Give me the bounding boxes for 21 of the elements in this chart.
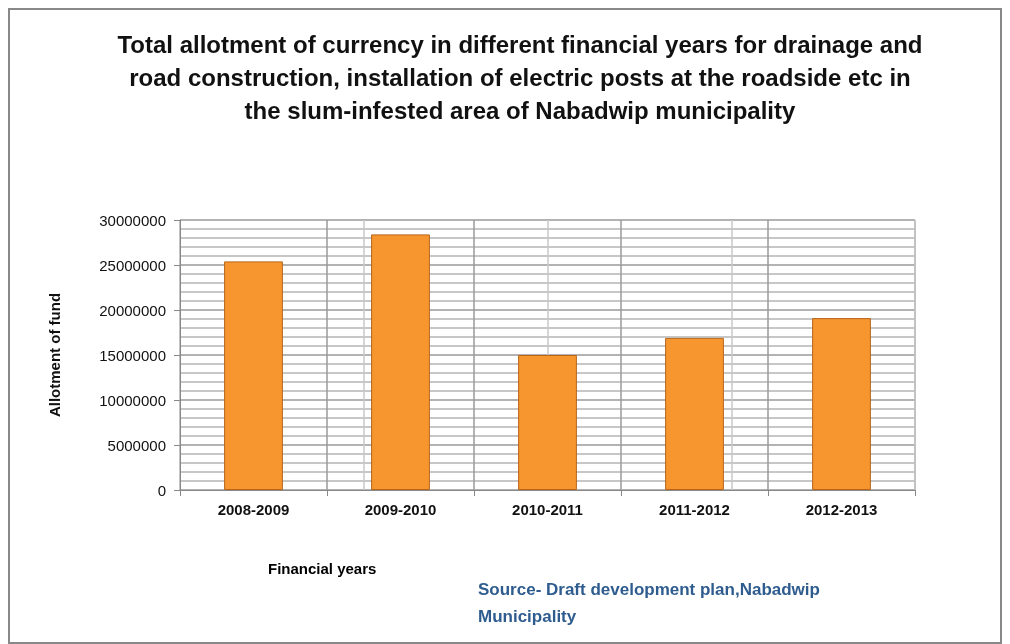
x-tick-label: 2010-2011 <box>512 501 583 518</box>
x-tick-label: 2011-2012 <box>659 501 730 518</box>
bar <box>812 318 871 490</box>
x-tick-label: 2012-2013 <box>805 501 878 518</box>
y-tick-label: 30000000 <box>99 211 166 229</box>
source-note: Source- Draft development plan,Nabadwip Municipality <box>478 579 821 628</box>
y-tick-label: 10000000 <box>99 391 166 409</box>
y-tick-label: 5000000 <box>107 436 166 454</box>
y-tick-label: 15000000 <box>99 346 166 364</box>
x-tick-label: 2009-2010 <box>364 501 437 518</box>
y-tick-label: 0 <box>157 481 166 499</box>
y-tick-label: 20000000 <box>99 301 166 319</box>
chart-title: Total allotment of currency in different financial years for drainage and road construction, installation of electric posts at the roadside etc in the slum-infested area of Nabadwip municipality <box>116 30 924 126</box>
bar <box>518 355 577 490</box>
x-axis-title: Financial years <box>268 560 377 577</box>
bar <box>665 337 724 490</box>
y-tick-label: 25000000 <box>99 256 166 274</box>
x-tick-label: 2008-2009 <box>217 501 290 518</box>
y-axis-title: Allotment of fund <box>46 292 63 418</box>
bar <box>371 234 430 490</box>
bar <box>224 261 283 490</box>
